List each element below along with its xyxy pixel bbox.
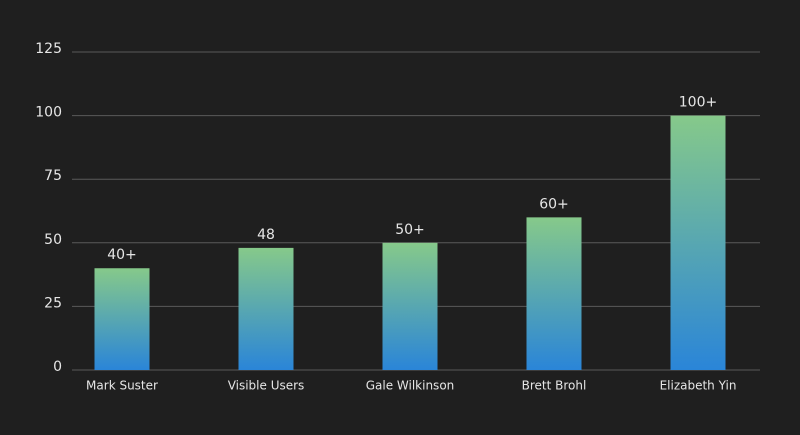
value-label: 60+ [539,196,569,212]
y-tick-label: 50 [44,232,62,248]
bar [382,242,438,370]
value-label: 40+ [107,247,137,263]
x-tick-label: Brett Brohl [522,379,587,393]
value-label: 48 [257,227,275,243]
bar [670,115,726,370]
x-tick-label: Mark Suster [86,379,158,393]
x-tick-label: Elizabeth Yin [660,379,737,393]
value-label: 50+ [395,222,425,238]
y-tick-label: 125 [35,41,62,57]
x-tick-label: Gale Wilkinson [366,379,455,393]
bar [526,217,582,370]
bar [238,247,294,370]
y-tick-label: 75 [44,168,62,184]
y-tick-label: 100 [35,105,62,121]
bar [94,268,150,370]
y-tick-label: 0 [53,359,62,375]
y-tick-label: 25 [44,295,62,311]
x-tick-label: Visible Users [228,379,305,393]
value-label: 100+ [679,95,717,111]
